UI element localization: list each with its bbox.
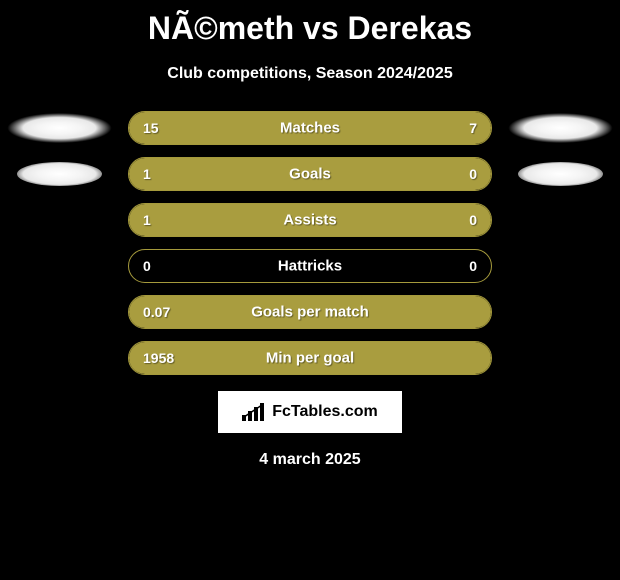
player-avatar-right: [518, 162, 603, 186]
avatar-spacer: [508, 297, 613, 327]
stat-bar: 1 Goals 0: [128, 157, 492, 191]
stat-label: Goals: [289, 166, 331, 183]
stat-row-min-per-goal: 1958 Min per goal: [7, 341, 613, 375]
stat-row-goals-per-match: 0.07 Goals per match: [7, 295, 613, 329]
stat-value-right: 0: [469, 258, 477, 274]
avatar-spacer: [7, 205, 112, 235]
avatar-spacer: [508, 343, 613, 373]
stat-value-left: 15: [143, 120, 159, 136]
stat-value-right: 0: [469, 212, 477, 228]
stat-value-right: 7: [469, 120, 477, 136]
stat-row-hattricks: 0 Hattricks 0: [7, 249, 613, 283]
stat-value-right: 0: [469, 166, 477, 182]
stat-label: Matches: [280, 120, 340, 137]
stat-bar: 0.07 Goals per match: [128, 295, 492, 329]
avatar-spacer: [7, 343, 112, 373]
player-avatar-left: [17, 162, 102, 186]
player-avatar-right: [508, 113, 613, 143]
stat-bar: 1 Assists 0: [128, 203, 492, 237]
avatar-spacer: [7, 297, 112, 327]
player-avatar-left: [7, 113, 112, 143]
footer-date: 4 march 2025: [259, 451, 360, 469]
stat-label: Min per goal: [266, 350, 354, 367]
stat-bar: 15 Matches 7: [128, 111, 492, 145]
avatar-spacer: [508, 205, 613, 235]
stat-bar: 0 Hattricks 0: [128, 249, 492, 283]
chart-icon: [242, 403, 266, 421]
stat-row-assists: 1 Assists 0: [7, 203, 613, 237]
stat-bar-left: [129, 158, 411, 190]
stat-row-goals: 1 Goals 0: [7, 157, 613, 191]
footer-logo[interactable]: FcTables.com: [218, 391, 402, 433]
stat-value-left: 1: [143, 166, 151, 182]
stat-value-left: 0.07: [143, 304, 170, 320]
subtitle: Club competitions, Season 2024/2025: [167, 65, 452, 83]
footer-logo-text: FcTables.com: [272, 403, 378, 421]
stat-label: Goals per match: [251, 304, 369, 321]
stat-row-matches: 15 Matches 7: [7, 111, 613, 145]
stat-bar: 1958 Min per goal: [128, 341, 492, 375]
stat-bar-right: [411, 158, 491, 190]
stat-label: Hattricks: [278, 258, 342, 275]
stat-value-left: 1: [143, 212, 151, 228]
avatar-spacer: [7, 251, 112, 281]
avatar-spacer: [508, 251, 613, 281]
stats-container: 15 Matches 7 1 Goals 0 1 Assists 0: [0, 111, 620, 375]
stat-value-left: 0: [143, 258, 151, 274]
stat-value-left: 1958: [143, 350, 174, 366]
stat-label: Assists: [283, 212, 336, 229]
page-title: NÃ©meth vs Derekas: [148, 10, 472, 47]
